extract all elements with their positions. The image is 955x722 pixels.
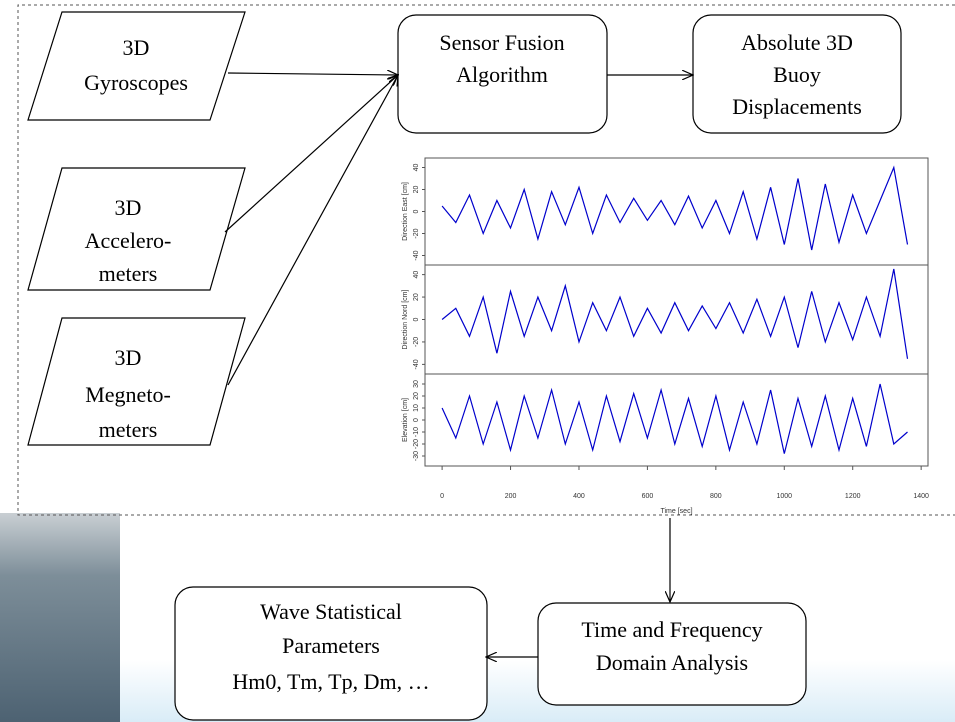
arrows [224, 73, 693, 657]
node-label: meters [99, 417, 158, 442]
y-tick-label: 20 [413, 392, 420, 400]
chart: -40 -20 0 20 40 Direction East [cm] -40 -20 0 20 4… [402, 157, 929, 515]
node-label: Algorithm [456, 62, 548, 87]
y-tick-label: 0 [413, 209, 420, 213]
node-label: Parameters [282, 633, 380, 658]
node-label: Wave Statistical [260, 599, 402, 624]
y-tick-label: 20 [413, 293, 420, 301]
y-tick-label: -20 [413, 337, 420, 347]
arrow [227, 73, 398, 75]
input-parallelogram [27, 317, 246, 446]
x-tick-label: 1000 [776, 493, 792, 500]
y-tick-label: -30 [413, 451, 420, 461]
node-label: Buoy [773, 62, 821, 87]
y-axis-label: Direction Nord [cm] [402, 289, 409, 349]
y-tick-label: -40 [413, 250, 420, 260]
dashed-frame [17, 4, 955, 516]
node-label: meters [99, 261, 158, 286]
node-label: Sensor Fusion [439, 30, 564, 55]
x-tick-label: 1200 [845, 493, 861, 500]
node-label: 3D [123, 35, 150, 60]
series-line [441, 268, 909, 359]
x-axis-label: Time [sec] [660, 508, 692, 515]
y-tick-label: 0 [413, 317, 420, 321]
series-line [441, 383, 908, 454]
node-label: 3D [115, 345, 142, 370]
y-tick-label: 20 [413, 186, 420, 194]
x-tick-label: 600 [642, 493, 654, 500]
input-parallelogram [27, 11, 246, 121]
y-tick-label: 40 [413, 164, 420, 172]
node-label: Displacements [732, 94, 862, 119]
y-tick-label: -40 [413, 359, 420, 369]
node-label: Hm0, Tm, Tp, Dm, … [232, 669, 429, 694]
panel-frame [424, 264, 929, 375]
y-axis-label: Elevation [cm] [402, 398, 409, 442]
arrow [224, 75, 398, 233]
node-label: Gyroscopes [84, 70, 188, 95]
x-tick-label: 800 [710, 493, 722, 500]
sea-photo [0, 513, 120, 722]
x-tick-label: 400 [573, 493, 585, 500]
y-axis-label: Direction East [cm] [402, 182, 409, 241]
y-tick-label: 30 [413, 380, 420, 388]
panel-frame [424, 157, 929, 266]
series-line [441, 165, 909, 251]
node-label: Megneto- [85, 382, 171, 407]
x-tick-label: 1400 [913, 493, 929, 500]
y-tick-label: 0 [413, 418, 420, 422]
y-tick-label: 40 [413, 271, 420, 279]
y-tick-label: 10 [413, 404, 420, 412]
node-labels: 3D Gyroscopes 3D Accelero-meters 3D Megneto-m… [84, 30, 862, 694]
panel-frame [424, 373, 929, 467]
x-tick-label: 200 [505, 493, 517, 500]
arrow [227, 75, 398, 386]
y-tick-label: -20 [413, 439, 420, 449]
node-label: Absolute 3D [741, 30, 853, 55]
y-tick-label: -20 [413, 228, 420, 238]
y-tick-label: -10 [413, 427, 420, 437]
node-label: Domain Analysis [596, 650, 748, 675]
input-parallelogram [27, 167, 246, 291]
node-label: 3D [115, 195, 142, 220]
x-tick-label: 0 [440, 493, 444, 500]
node-label: Accelero- [85, 228, 172, 253]
node-label: Time and Frequency [581, 617, 762, 642]
